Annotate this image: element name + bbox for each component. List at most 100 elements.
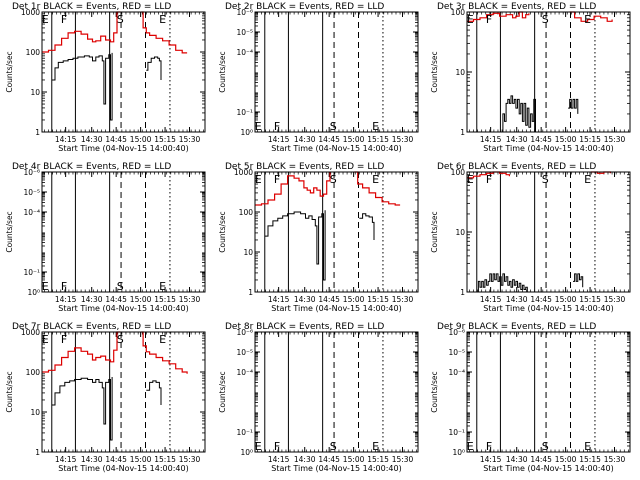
- x-axis-label: Start Time (04-Nov-15 14:00:40): [271, 304, 401, 313]
- y-tick-label: 10⁻⁶: [23, 168, 40, 177]
- y-tick-label: 1: [35, 128, 40, 137]
- x-tick-label: 14:15: [480, 135, 502, 144]
- x-axis-label: Start Time (04-Nov-15 14:00:40): [58, 464, 188, 473]
- series-events-line: [476, 273, 528, 293]
- y-tick-label: 1000: [234, 168, 253, 177]
- y-tick-label: 10⁻⁵: [236, 348, 253, 357]
- x-tick-label: 15:00: [130, 455, 152, 464]
- panel-det8: Det 8r BLACK = Events, RED = LLD Counts/s…: [218, 322, 419, 473]
- x-tick-label: 15:00: [343, 295, 365, 304]
- x-tick-label: 14:30: [81, 295, 103, 304]
- annotation-letter: E: [372, 120, 379, 133]
- annotation-letter: S: [117, 333, 124, 346]
- x-tick-label: 14:15: [268, 135, 290, 144]
- x-tick-label: 15:15: [579, 135, 601, 144]
- y-tick-label: 10⁻⁶: [448, 328, 465, 337]
- series-lld-line: [467, 171, 510, 179]
- annotation-letter: S: [330, 173, 337, 186]
- series-lld-line: [255, 172, 331, 206]
- y-tick-label: 10⁻⁴: [23, 208, 40, 217]
- x-tick-label: 14:45: [105, 135, 127, 144]
- x-tick-label: 14:30: [294, 135, 316, 144]
- annotation-letter: E: [255, 440, 262, 453]
- y-tick-label: 10⁻⁶: [236, 8, 253, 17]
- panel-title: Det 7r BLACK = Events, RED = LLD: [12, 322, 171, 332]
- annotation-letter: F: [274, 173, 280, 186]
- annotation-letter: E: [467, 13, 474, 26]
- series-events-line: [501, 95, 536, 133]
- series-events-line: [573, 273, 584, 288]
- annotation-letter: S: [542, 13, 549, 26]
- x-tick-label: 15:30: [179, 455, 201, 464]
- plot-frame: [254, 331, 419, 453]
- x-tick-label: 14:45: [530, 135, 552, 144]
- annotation-letter: E: [467, 440, 474, 453]
- x-tick-label: 15:00: [343, 135, 365, 144]
- x-tick-label: 14:15: [55, 135, 77, 144]
- y-tick-label: 10⁻¹: [236, 428, 253, 437]
- x-tick-label: 14:15: [268, 295, 290, 304]
- y-axis-label: Counts/sec: [430, 51, 439, 92]
- x-tick-label: 14:30: [81, 135, 103, 144]
- x-axis-label: Start Time (04-Nov-15 14:00:40): [483, 144, 613, 153]
- y-tick-label: 100: [26, 368, 41, 377]
- y-axis-label: Counts/sec: [430, 371, 439, 412]
- annotation-letter: E: [255, 120, 262, 133]
- panel-title: Det 3r BLACK = Events, RED = LLD: [437, 2, 596, 12]
- y-tick-label: 10⁻¹: [236, 108, 253, 117]
- plot-frame: [41, 11, 206, 133]
- x-tick-label: 15:15: [154, 295, 176, 304]
- x-tick-label: 14:45: [105, 455, 127, 464]
- annotation-letter: E: [584, 173, 591, 186]
- series-events-line: [146, 56, 162, 80]
- panel-det7: Det 7r BLACK = Events, RED = LLD Counts/s…: [5, 322, 206, 473]
- plot-frame: [254, 171, 419, 293]
- x-tick-label: 14:45: [530, 455, 552, 464]
- x-tick-label: 14:45: [318, 295, 340, 304]
- x-tick-label: 15:30: [179, 295, 201, 304]
- x-tick-label: 14:45: [530, 295, 552, 304]
- x-axis-label: Start Time (04-Nov-15 14:00:40): [483, 464, 613, 473]
- y-tick-label: 1: [460, 128, 465, 137]
- x-axis-label: Start Time (04-Nov-15 14:00:40): [58, 304, 188, 313]
- y-axis-label: Counts/sec: [218, 371, 227, 412]
- y-tick-label: 1: [248, 288, 253, 297]
- y-tick-label: 10⁻⁴: [448, 368, 465, 377]
- y-tick-label: 1000: [21, 328, 40, 337]
- series-lld-line: [141, 11, 188, 54]
- x-tick-label: 14:30: [506, 135, 528, 144]
- panel-title: Det 5r BLACK = Events, RED = LLD: [225, 162, 384, 172]
- panel-det6: Det 6r BLACK = Events, RED = LLD Counts/s…: [430, 162, 631, 313]
- y-tick-label: 10⁻⁶: [236, 328, 253, 337]
- x-axis-label: Start Time (04-Nov-15 14:00:40): [58, 144, 188, 153]
- x-axis-label: Start Time (04-Nov-15 14:00:40): [271, 464, 401, 473]
- annotation-letter: S: [117, 280, 124, 293]
- plot-frame: [254, 11, 419, 133]
- series-events-line: [146, 380, 162, 405]
- annotation-letter: E: [372, 440, 379, 453]
- x-tick-label: 14:15: [268, 455, 290, 464]
- series-events-line: [359, 213, 375, 240]
- x-tick-label: 15:30: [392, 135, 414, 144]
- panel-title: Det 1r BLACK = Events, RED = LLD: [12, 2, 171, 12]
- y-tick-label: 10⁻⁴: [236, 48, 253, 57]
- panel-title: Det 6r BLACK = Events, RED = LLD: [437, 162, 596, 172]
- x-tick-label: 14:15: [55, 295, 77, 304]
- plot-frame: [466, 11, 631, 133]
- x-tick-label: 15:30: [604, 455, 626, 464]
- panel-det1: Det 1r BLACK = Events, RED = LLD Counts/s…: [5, 2, 206, 153]
- x-tick-label: 15:00: [343, 455, 365, 464]
- annotation-letter: E: [584, 440, 591, 453]
- x-tick-label: 15:00: [555, 455, 577, 464]
- x-tick-label: 15:00: [130, 295, 152, 304]
- x-tick-label: 14:30: [506, 295, 528, 304]
- x-tick-label: 15:15: [367, 135, 389, 144]
- x-tick-label: 14:30: [294, 295, 316, 304]
- x-tick-label: 14:30: [81, 455, 103, 464]
- series-lld-line: [569, 11, 613, 22]
- x-tick-label: 14:45: [105, 295, 127, 304]
- plot-frame: [466, 331, 631, 453]
- x-tick-label: 15:00: [555, 295, 577, 304]
- series-lld-line: [42, 331, 121, 373]
- y-tick-label: 10⁰: [240, 448, 253, 457]
